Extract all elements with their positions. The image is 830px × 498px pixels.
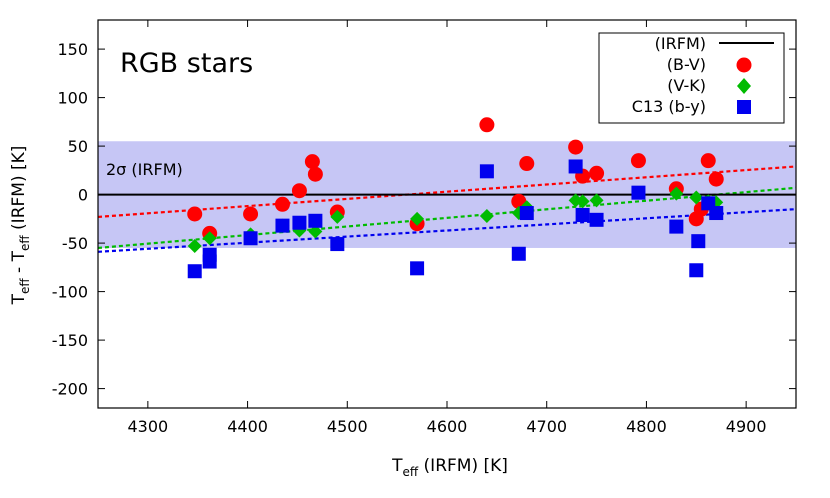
y-axis-label: Teff - Teff (IRFM) [K]: [9, 146, 32, 306]
marker-diamond-1-0: [187, 239, 202, 254]
marker-circle-0-9: [479, 117, 495, 133]
marker-diamond-1-8: [479, 208, 494, 223]
marker-circle-0-15: [630, 153, 646, 169]
legend-label-irfm: (IRFM): [655, 34, 706, 53]
y-axis-label-mid: - T: [9, 250, 29, 278]
y-tick-label-6: -150: [52, 331, 88, 350]
x-axis-label-main: T: [391, 456, 403, 476]
x-tick-label-1: 4400: [227, 417, 268, 436]
marker-square-2-13: [575, 207, 590, 222]
fit-lines: [97, 165, 797, 253]
x-tick-label-5: 4800: [626, 417, 667, 436]
marker-square-2-11: [519, 206, 534, 221]
x-tick-label-3: 4600: [427, 417, 468, 436]
marker-circle-0-2: [243, 206, 259, 222]
legend-swatch-bv: [736, 57, 752, 73]
marker-square-2-6: [308, 213, 323, 228]
marker-square-2-17: [689, 263, 704, 278]
marker-circle-0-11: [519, 156, 535, 172]
marker-square-2-15: [631, 185, 646, 200]
marker-diamond-1-13: [589, 193, 604, 208]
y-axis-label-sub2: eff: [18, 235, 32, 251]
x-axis-label-sub: eff: [402, 465, 418, 479]
marker-circle-0-19: [700, 153, 716, 169]
legend-label-bv: (B-V): [667, 55, 706, 74]
marker-circle-0-5: [304, 154, 320, 170]
marker-square-2-12: [568, 159, 583, 174]
x-tick-label-2: 4500: [327, 417, 368, 436]
y-axis-label-rest: (IRFM) [K]: [9, 146, 29, 236]
marker-square-2-7: [330, 237, 345, 252]
x-axis-label: Teff (IRFM) [K]: [391, 456, 508, 479]
fit-line-0: [97, 165, 797, 219]
x-tick-label-0: 4300: [127, 417, 168, 436]
x-tick-label-6: 4900: [726, 417, 767, 436]
y-tick-label-1: 100: [57, 89, 88, 108]
legend-box: [598, 32, 785, 124]
marker-diamond-1-12: [575, 194, 590, 209]
marker-square-2-20: [709, 206, 724, 221]
y-tick-label-4: -50: [62, 234, 88, 253]
marker-circle-0-3: [274, 196, 290, 212]
x-tick-label-4: 4700: [526, 417, 567, 436]
marker-circle-0-6: [307, 166, 323, 182]
chart-title: RGB stars: [120, 48, 253, 79]
y-tick-label-3: 0: [78, 186, 88, 205]
marker-square-2-10: [511, 246, 526, 261]
marker-square-2-18: [691, 234, 706, 249]
marker-diamond-1-6: [330, 209, 345, 224]
marker-diamond-1-5: [308, 224, 323, 239]
marker-square-2-8: [410, 261, 425, 276]
fit-line-2: [97, 208, 797, 253]
y-tick-label-2: 50: [68, 137, 88, 156]
y-axis-label-sub1: eff: [18, 278, 32, 294]
marker-square-2-16: [669, 219, 684, 234]
y-tick-label-7: -200: [52, 380, 88, 399]
marker-square-2-4: [275, 218, 290, 233]
axis-ticks: 4300 4400 4500 4600 4700 4800 4900 150 100 50 0 -50…: [52, 20, 796, 436]
marker-circle-0-20: [708, 171, 724, 187]
marker-square-2-0: [187, 264, 202, 279]
marker-circle-0-0: [187, 206, 203, 222]
y-tick-label-5: -100: [52, 283, 88, 302]
marker-diamond-1-15: [689, 190, 704, 205]
legend: (IRFM) (B-V) (V-K) C13 (b-y): [598, 32, 785, 124]
data-markers: [187, 117, 724, 279]
marker-circle-0-14: [589, 165, 605, 181]
legend-swatch-c13: [737, 100, 751, 114]
marker-square-2-14: [589, 212, 604, 227]
fit-line-1: [97, 186, 797, 250]
marker-diamond-1-14: [669, 186, 684, 201]
marker-diamond-1-1: [202, 231, 217, 246]
legend-label-c13: C13 (b-y): [632, 97, 706, 116]
marker-square-2-9: [479, 164, 494, 179]
y-axis-label-main1: T: [9, 293, 29, 305]
y-tick-label-0: 150: [57, 40, 88, 59]
marker-circle-0-4: [291, 183, 307, 199]
marker-square-2-2: [202, 254, 217, 269]
x-axis-label-rest: (IRFM) [K]: [418, 456, 508, 476]
band-label: 2σ (IRFM): [106, 160, 183, 179]
marker-circle-0-12: [568, 139, 584, 155]
marker-square-2-3: [243, 231, 258, 246]
legend-swatch-vk: [737, 78, 751, 94]
marker-square-2-5: [292, 215, 307, 230]
marker-diamond-1-7: [410, 211, 425, 226]
legend-label-vk: (V-K): [667, 76, 706, 95]
